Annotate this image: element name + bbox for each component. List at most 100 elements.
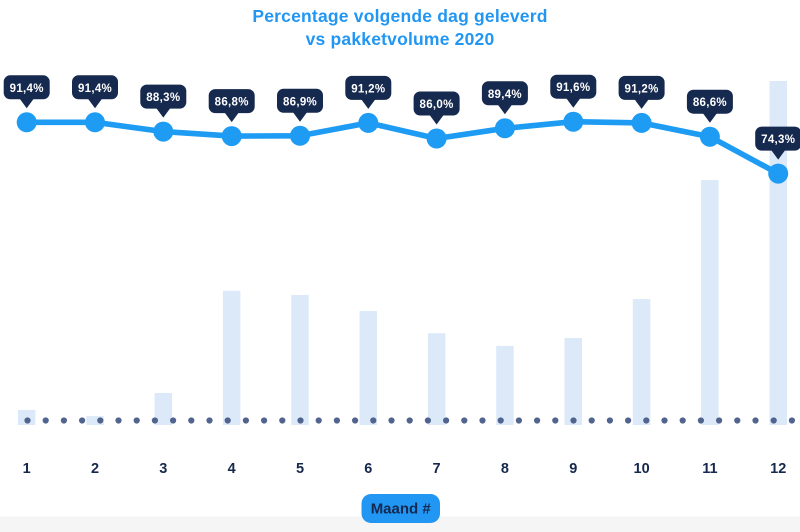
data-point: [221, 126, 242, 147]
value-badge-label: 86,8%: [215, 97, 249, 109]
chart-title: Percentage volgende dag geleverd vs pakk…: [0, 5, 800, 51]
baseline-dot: [188, 417, 195, 424]
value-badge-box: [72, 75, 118, 100]
data-point: [768, 163, 789, 184]
baseline-dot: [716, 417, 723, 424]
baseline-dot: [770, 417, 777, 424]
value-badge-pointer: [361, 99, 376, 109]
baseline-dot: [170, 417, 177, 424]
x-axis-label-box: [361, 494, 440, 523]
chart-title-line1: Percentage volgende dag geleverd: [252, 6, 548, 26]
x-axis-label-badge: Maand #: [361, 494, 440, 523]
value-badge-box: [277, 88, 323, 113]
volume-bar: [222, 290, 241, 425]
value-badge-label: 74,3%: [761, 134, 795, 146]
baseline-dot: [734, 417, 741, 424]
baseline-dot: [534, 417, 541, 424]
value-badge-pointer: [88, 98, 102, 109]
value-badge-pointer: [497, 104, 512, 115]
volume-bar: [427, 333, 446, 425]
value-badges: 91,4% 91,4% 88,3% 86,8% 86,9% 91,2% 86,0% 89,4%…: [3, 74, 800, 160]
baseline-dot: [388, 417, 395, 424]
baseline-dot: [479, 417, 486, 424]
value-badge-box: [413, 91, 460, 116]
baseline-dot: [133, 417, 140, 424]
data-point: [16, 112, 37, 133]
x-tick-label: 9: [569, 461, 577, 477]
volume-bar: [359, 311, 377, 425]
value-badge-label: 91,2%: [351, 83, 385, 95]
delivery-line: [23, 118, 782, 177]
value-badge: 89,4%: [481, 81, 528, 115]
baseline-dot: [242, 417, 249, 424]
value-badge-pointer: [156, 108, 171, 118]
x-tick-label: 5: [296, 461, 304, 477]
value-badge: 86,0%: [413, 91, 460, 125]
baseline-dot: [24, 417, 31, 424]
value-badge: 88,3%: [140, 84, 187, 118]
baseline-dot: [497, 417, 504, 424]
value-badge: 91,4%: [72, 75, 118, 109]
baseline-dot: [625, 417, 632, 424]
data-point: [153, 121, 174, 142]
baseline-dot: [352, 417, 359, 424]
volume-bar: [701, 180, 719, 425]
value-badge-label: 86,9%: [283, 96, 317, 108]
value-badge-pointer: [429, 115, 444, 125]
x-tick-labels: 1 2 3 4 5 6 7 8 9 10 11 12: [23, 461, 787, 477]
x-tick-label: 11: [702, 461, 717, 477]
value-badge: 91,4%: [3, 75, 50, 109]
baseline-dot: [333, 417, 340, 424]
x-axis-label-text: Maand #: [371, 501, 432, 518]
baseline-dot: [515, 417, 523, 424]
value-badge: 91,6%: [550, 74, 597, 108]
x-tick-label: 3: [159, 461, 167, 477]
data-point: [358, 112, 379, 133]
value-badge-pointer: [19, 98, 34, 109]
baseline-dot: [570, 417, 577, 424]
value-badge-pointer: [771, 150, 786, 160]
volume-bar: [17, 409, 36, 425]
value-badge-box: [345, 75, 392, 100]
value-badge-pointer: [702, 113, 717, 123]
baseline-dot: [97, 417, 104, 424]
value-badge-label: 91,6%: [556, 82, 590, 94]
value-badge-label: 86,6%: [693, 97, 727, 109]
baseline-dot: [697, 417, 705, 424]
value-badge-box: [550, 74, 597, 99]
baseline-dot: [370, 417, 377, 424]
baseline-dot: [588, 417, 595, 424]
value-badge: 91,2%: [345, 75, 392, 109]
value-badge-box: [3, 75, 50, 100]
baseline-dot: [406, 417, 413, 424]
baseline-dot: [661, 417, 668, 424]
data-point: [290, 125, 310, 146]
baseline-dot: [115, 417, 122, 424]
value-badge: 91,2%: [618, 75, 665, 109]
baseline-dot: [606, 417, 614, 424]
x-tick-label: 10: [634, 461, 650, 477]
data-point: [631, 112, 652, 133]
value-badge-label: 91,4%: [78, 83, 112, 95]
value-badge-box: [686, 89, 733, 114]
baseline-dot: [206, 417, 213, 424]
value-badge-box: [140, 84, 187, 109]
value-badge: 86,9%: [277, 88, 323, 122]
baseline-dot: [224, 417, 231, 424]
value-badge-label: 91,2%: [625, 83, 659, 95]
value-badge-pointer: [224, 112, 239, 123]
volume-bar: [86, 416, 104, 425]
baseline-dot: [461, 417, 468, 424]
baseline-dot: [679, 417, 686, 424]
value-badge-label: 86,0%: [420, 99, 454, 111]
volume-bar: [496, 345, 514, 425]
value-badge-label: 89,4%: [488, 89, 522, 101]
baseline-dot: [261, 417, 268, 424]
data-point: [426, 128, 447, 149]
baseline-dot: [79, 417, 86, 424]
x-tick-label: 7: [433, 461, 441, 477]
volume-bar: [632, 299, 651, 425]
x-tick-label: 1: [23, 461, 31, 477]
data-point: [494, 118, 515, 139]
